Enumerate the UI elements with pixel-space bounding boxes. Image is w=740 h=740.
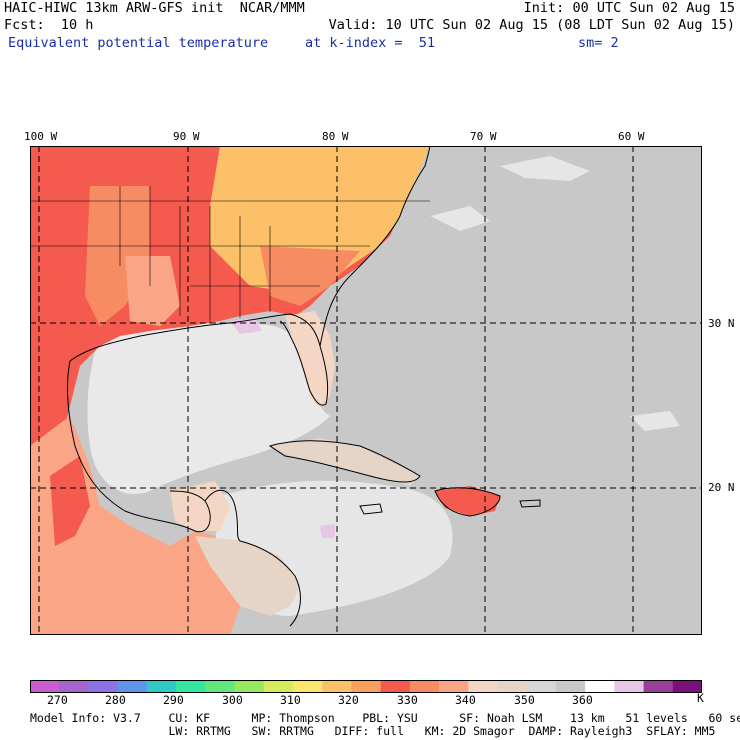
lon-tick-label: 80 W	[322, 130, 349, 143]
colorbar-label: 320	[338, 693, 359, 707]
lon-tick-label: 60 W	[618, 130, 645, 143]
land-field-yucatan	[170, 481, 230, 531]
ocean-speckle	[430, 206, 490, 231]
lon-tick-label: 90 W	[173, 130, 200, 143]
coastline-jamaica	[359, 503, 383, 515]
colorbar-swatch	[117, 680, 148, 693]
gridlines	[30, 146, 702, 635]
colorbar-swatch	[439, 680, 469, 693]
init-time: Init: 00 UTC Sun 02 Aug 15	[523, 0, 735, 16]
smoothing: sm= 2	[578, 35, 619, 51]
land-field-hispaniola	[435, 486, 500, 516]
colorbar-label: 350	[514, 693, 535, 707]
colorbar-swatch	[468, 680, 498, 693]
coastline-us-gulf	[69, 313, 329, 406]
k-index: at k-index = 51	[305, 35, 436, 51]
colorbar-swatch	[176, 680, 206, 693]
colorbar-swatch	[672, 680, 702, 693]
colorbar-swatch	[497, 680, 527, 693]
colorbar-label: 310	[280, 693, 301, 707]
model-title: HAIC-HIWC 13km ARW-GFS init NCAR/MMM	[4, 0, 305, 16]
model-info-line1: Model Info: V3.7 CU: KF MP: Thompson PBL…	[30, 711, 740, 725]
colorbar-swatch	[88, 680, 118, 693]
land-field-mexico-red	[50, 456, 90, 546]
colorbar-unit: K	[697, 691, 704, 705]
colorbar-label: 330	[397, 693, 418, 707]
colorbar-label: 280	[105, 693, 126, 707]
colorbar-swatch	[643, 680, 674, 693]
field-purple-blob	[320, 524, 335, 538]
colorbar-swatch	[30, 680, 60, 693]
colorbar-swatch	[205, 680, 235, 693]
field-name: Equivalent potential temperature	[8, 35, 269, 51]
land-field-cuba	[270, 438, 420, 486]
gulf-field	[87, 323, 330, 495]
lat-tick-label: 20 N	[708, 481, 735, 494]
model-info-line2: LW: RRTMG SW: RRTMG DIFF: full KM: 2D Sm…	[30, 724, 716, 738]
colorbar-label: 300	[222, 693, 243, 707]
state-borders	[30, 186, 430, 324]
colorbar-swatch	[263, 680, 294, 693]
colorbar-swatch	[526, 680, 557, 693]
coastline-puerto-rico	[519, 499, 541, 508]
lon-tick-label: 100 W	[24, 130, 58, 143]
colorbar-swatch	[292, 680, 323, 693]
coastline-cuba	[268, 440, 421, 483]
colorbar-swatch	[59, 680, 89, 693]
ocean-speckle	[630, 411, 680, 431]
coastline-us-atlantic	[319, 146, 431, 347]
coastline-central-am	[204, 489, 301, 627]
colorbar-label: 270	[47, 693, 68, 707]
colorbar-swatch	[234, 680, 265, 693]
colorbar-label: 340	[455, 693, 476, 707]
ocean-speckle	[500, 156, 590, 181]
land-field-orange	[260, 246, 360, 306]
colorbar-swatch	[322, 680, 352, 693]
lon-tick-label: 70 W	[470, 130, 497, 143]
colorbar	[30, 680, 702, 693]
valid-time: Valid: 10 UTC Sun 02 Aug 15 (08 LDT Sun …	[328, 17, 735, 33]
colorbar-border	[30, 680, 702, 693]
colorbar-swatch	[585, 680, 615, 693]
land-field-orange	[125, 256, 180, 326]
colorbar-label: 360	[572, 693, 593, 707]
forecast-hour: Fcst: 10 h	[4, 17, 94, 33]
weather-map	[30, 146, 702, 635]
lat-tick-label: 30 N	[708, 317, 735, 330]
colorbar-swatch	[555, 680, 586, 693]
colorbar-swatch	[614, 680, 644, 693]
colorbar-label: 290	[163, 693, 184, 707]
colorbar-swatch	[409, 680, 440, 693]
colorbar-swatch	[380, 680, 411, 693]
colorbar-swatch	[146, 680, 177, 693]
colorbar-swatch	[351, 680, 381, 693]
